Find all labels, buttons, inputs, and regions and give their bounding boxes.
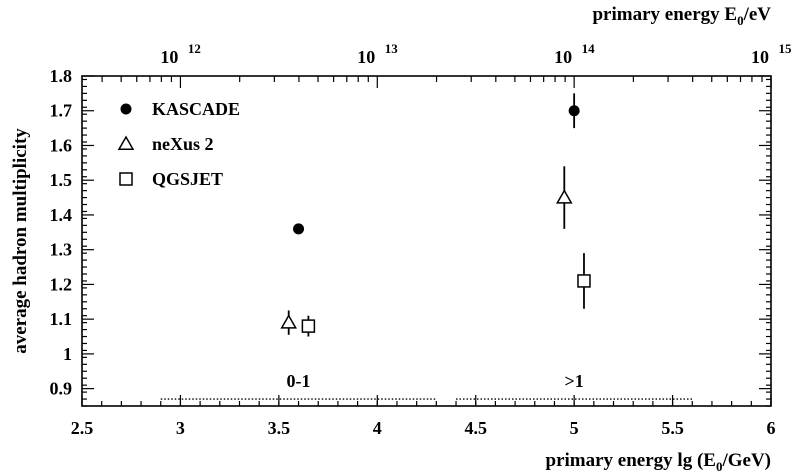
range-label: >1 [565,371,584,391]
y-axis-label: average hadron multiplicity [10,128,31,354]
x-tick-label: 5.5 [661,418,684,438]
y-tick-label: 1.7 [50,101,73,121]
top-tick-exponent: 12 [188,41,201,56]
top-tick-label: 10 [357,47,375,67]
legend-marker [120,103,132,115]
x-axis-label-sub: 0 [716,459,723,474]
energy-ranges: 0-1 >1 [160,371,693,400]
data-point [568,105,580,117]
data-points [280,93,591,337]
y-tick-label: 1.4 [50,205,73,225]
x-tick-label: 3 [176,418,185,438]
top-tick-label: 10 [160,47,178,67]
y-tick-label: 1 [63,344,72,364]
legend: KASCADE neXus 2 QGSJET [117,99,240,189]
top-tick-label: 10 [554,47,572,67]
top-tick-exponent: 14 [582,41,596,56]
x-axis-label: primary energy lg (E0/GeV) [546,450,771,474]
top-tick-label: 10 [751,47,769,67]
x-tick-label: 6 [767,418,776,438]
top-tick-exponent: 13 [385,41,399,56]
top-axis-label: primary energy E0/eV [592,4,771,28]
top-axis-label-tail: /eV [743,4,772,25]
y-tick-label: 1.1 [50,309,73,329]
data-point [301,319,316,333]
y-tick-label: 1.2 [50,274,73,294]
y-tick-label: 1.8 [50,66,73,86]
x-tick-label: 3.5 [268,418,291,438]
legend-label: KASCADE [152,99,240,119]
data-point [293,223,305,235]
top-axis-label-sub: 0 [737,13,744,28]
x-axis-label-main: primary energy lg (E [546,450,716,471]
x-tick-label: 4 [373,418,382,438]
legend-marker [117,135,135,150]
x-tick-label: 5 [570,418,579,438]
x-tick-label: 2.5 [71,418,94,438]
legend-label: QGSJET [152,169,223,189]
x-axis-label-tail: /GeV) [721,450,771,471]
x-tick-label: 4.5 [464,418,487,438]
legend-label: neXus 2 [152,134,214,154]
tick-marks: 2.5 3 3.5 4 4.5 5 5.5 6 0.9 1 1.1 1.2 1.3 1.4 1.5 1.6 1.… [50,41,793,438]
top-tick-exponent: 15 [779,41,793,56]
data-point [577,274,591,288]
top-axis-label-main: primary energy E [592,4,737,25]
range-label: 0-1 [287,371,311,391]
legend-marker [119,172,133,186]
y-tick-label: 1.3 [50,240,73,260]
data-point [280,314,297,329]
data-point [556,189,573,204]
y-tick-label: 1.5 [50,170,73,190]
y-tick-label: 0.9 [50,379,73,399]
plot-frame [81,75,772,407]
y-tick-label: 1.6 [50,135,73,155]
